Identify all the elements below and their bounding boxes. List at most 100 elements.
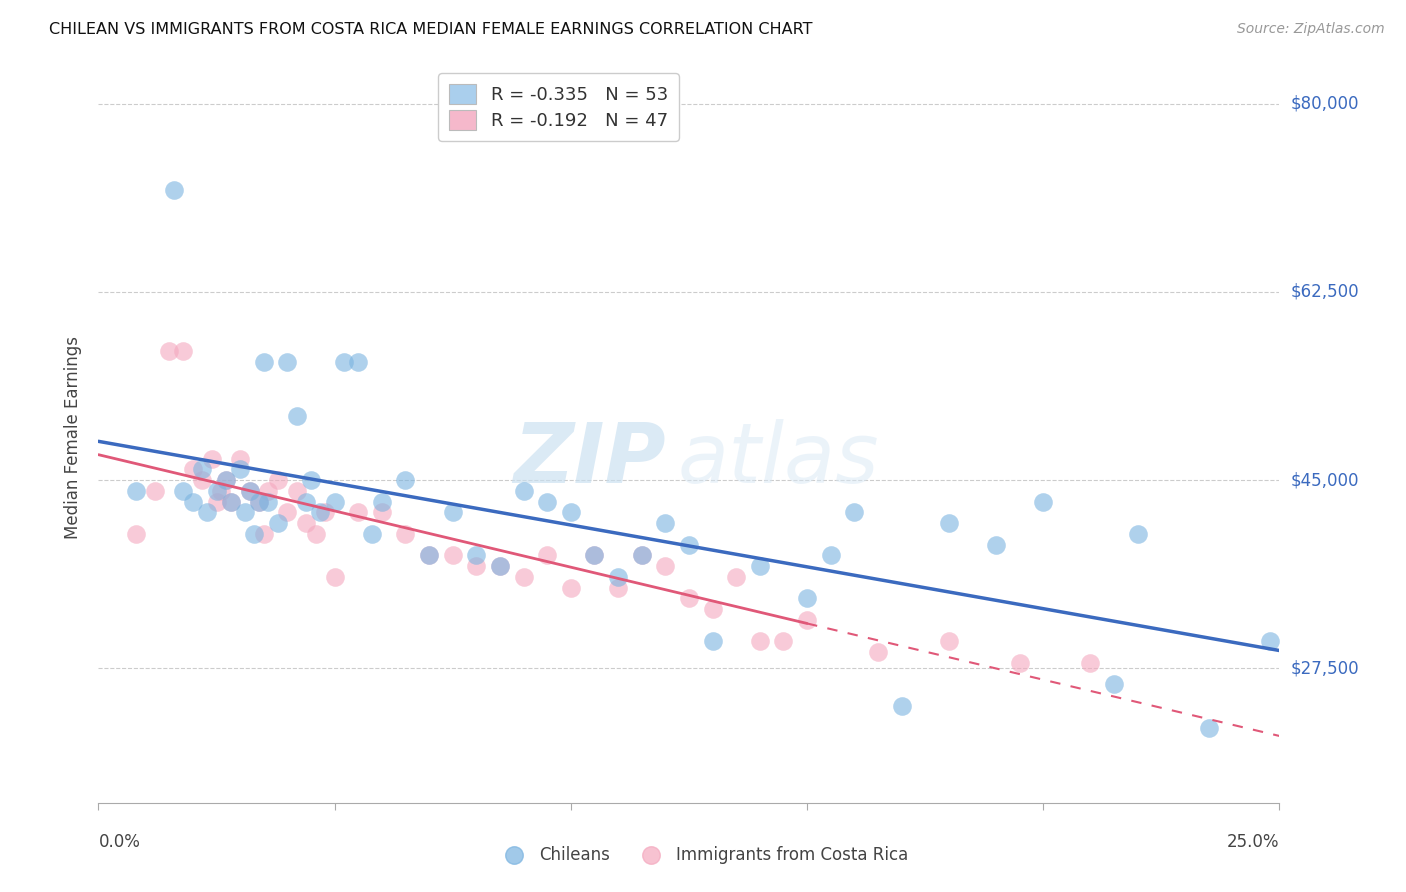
Point bbox=[233, 505, 256, 519]
Point bbox=[285, 409, 308, 423]
Point bbox=[702, 634, 724, 648]
Point bbox=[984, 538, 1007, 552]
Point bbox=[536, 549, 558, 563]
Point bbox=[125, 527, 148, 541]
Text: 25.0%: 25.0% bbox=[1227, 833, 1279, 851]
Point bbox=[247, 494, 270, 508]
Point bbox=[181, 462, 204, 476]
Point bbox=[678, 591, 700, 606]
Point bbox=[630, 549, 652, 563]
Text: $62,500: $62,500 bbox=[1291, 283, 1360, 301]
Point bbox=[247, 494, 270, 508]
Text: atlas: atlas bbox=[678, 418, 879, 500]
Point bbox=[285, 483, 308, 498]
Point bbox=[209, 483, 232, 498]
Point bbox=[725, 570, 748, 584]
Point bbox=[748, 559, 770, 574]
Point bbox=[347, 355, 370, 369]
Point bbox=[257, 494, 280, 508]
Point bbox=[371, 494, 394, 508]
Point bbox=[309, 505, 332, 519]
Point bbox=[512, 570, 534, 584]
Point bbox=[607, 570, 630, 584]
Point bbox=[796, 591, 818, 606]
Point bbox=[1102, 677, 1125, 691]
Point bbox=[465, 559, 488, 574]
Point bbox=[205, 483, 228, 498]
Point bbox=[1198, 721, 1220, 735]
Point bbox=[195, 505, 218, 519]
Point bbox=[201, 451, 224, 466]
Point bbox=[536, 494, 558, 508]
Point bbox=[333, 355, 356, 369]
Point bbox=[866, 645, 889, 659]
Point bbox=[163, 183, 186, 197]
Point bbox=[1080, 656, 1102, 670]
Point bbox=[441, 505, 464, 519]
Point bbox=[583, 549, 606, 563]
Point bbox=[267, 473, 290, 487]
Point bbox=[1008, 656, 1031, 670]
Point bbox=[229, 462, 252, 476]
Point bbox=[560, 505, 582, 519]
Point bbox=[678, 538, 700, 552]
Point bbox=[347, 505, 370, 519]
Point bbox=[299, 473, 322, 487]
Point bbox=[418, 549, 440, 563]
Point bbox=[938, 516, 960, 530]
Point bbox=[748, 634, 770, 648]
Point bbox=[215, 473, 238, 487]
Text: ZIP: ZIP bbox=[513, 418, 665, 500]
Point bbox=[172, 483, 194, 498]
Point bbox=[143, 483, 166, 498]
Point bbox=[276, 505, 298, 519]
Point bbox=[654, 559, 676, 574]
Text: CHILEAN VS IMMIGRANTS FROM COSTA RICA MEDIAN FEMALE EARNINGS CORRELATION CHART: CHILEAN VS IMMIGRANTS FROM COSTA RICA ME… bbox=[49, 22, 813, 37]
Point bbox=[489, 559, 512, 574]
Y-axis label: Median Female Earnings: Median Female Earnings bbox=[65, 335, 83, 539]
Point bbox=[295, 516, 318, 530]
Point bbox=[465, 549, 488, 563]
Point bbox=[560, 581, 582, 595]
Point bbox=[125, 483, 148, 498]
Point bbox=[257, 483, 280, 498]
Point bbox=[489, 559, 512, 574]
Point bbox=[215, 473, 238, 487]
Point bbox=[702, 602, 724, 616]
Legend: R = -0.335   N = 53, R = -0.192   N = 47: R = -0.335 N = 53, R = -0.192 N = 47 bbox=[439, 73, 679, 141]
Point bbox=[253, 355, 276, 369]
Point bbox=[630, 549, 652, 563]
Point bbox=[205, 494, 228, 508]
Point bbox=[441, 549, 464, 563]
Point bbox=[323, 494, 346, 508]
Text: $80,000: $80,000 bbox=[1291, 95, 1360, 112]
Point bbox=[267, 516, 290, 530]
Text: 0.0%: 0.0% bbox=[98, 833, 141, 851]
Point bbox=[191, 462, 214, 476]
Point bbox=[1258, 634, 1281, 648]
Point bbox=[772, 634, 794, 648]
Text: $27,500: $27,500 bbox=[1291, 659, 1360, 677]
Point bbox=[796, 613, 818, 627]
Point bbox=[323, 570, 346, 584]
Legend: Chileans, Immigrants from Costa Rica: Chileans, Immigrants from Costa Rica bbox=[491, 839, 915, 871]
Point bbox=[276, 355, 298, 369]
Point bbox=[583, 549, 606, 563]
Point bbox=[219, 494, 242, 508]
Text: Source: ZipAtlas.com: Source: ZipAtlas.com bbox=[1237, 22, 1385, 37]
Point bbox=[314, 505, 336, 519]
Point bbox=[295, 494, 318, 508]
Point bbox=[607, 581, 630, 595]
Text: $45,000: $45,000 bbox=[1291, 471, 1360, 489]
Point bbox=[938, 634, 960, 648]
Point bbox=[239, 483, 262, 498]
Point bbox=[229, 451, 252, 466]
Point bbox=[172, 344, 194, 359]
Point bbox=[219, 494, 242, 508]
Point bbox=[361, 527, 384, 541]
Point bbox=[371, 505, 394, 519]
Point bbox=[820, 549, 842, 563]
Point bbox=[394, 527, 416, 541]
Point bbox=[191, 473, 214, 487]
Point bbox=[654, 516, 676, 530]
